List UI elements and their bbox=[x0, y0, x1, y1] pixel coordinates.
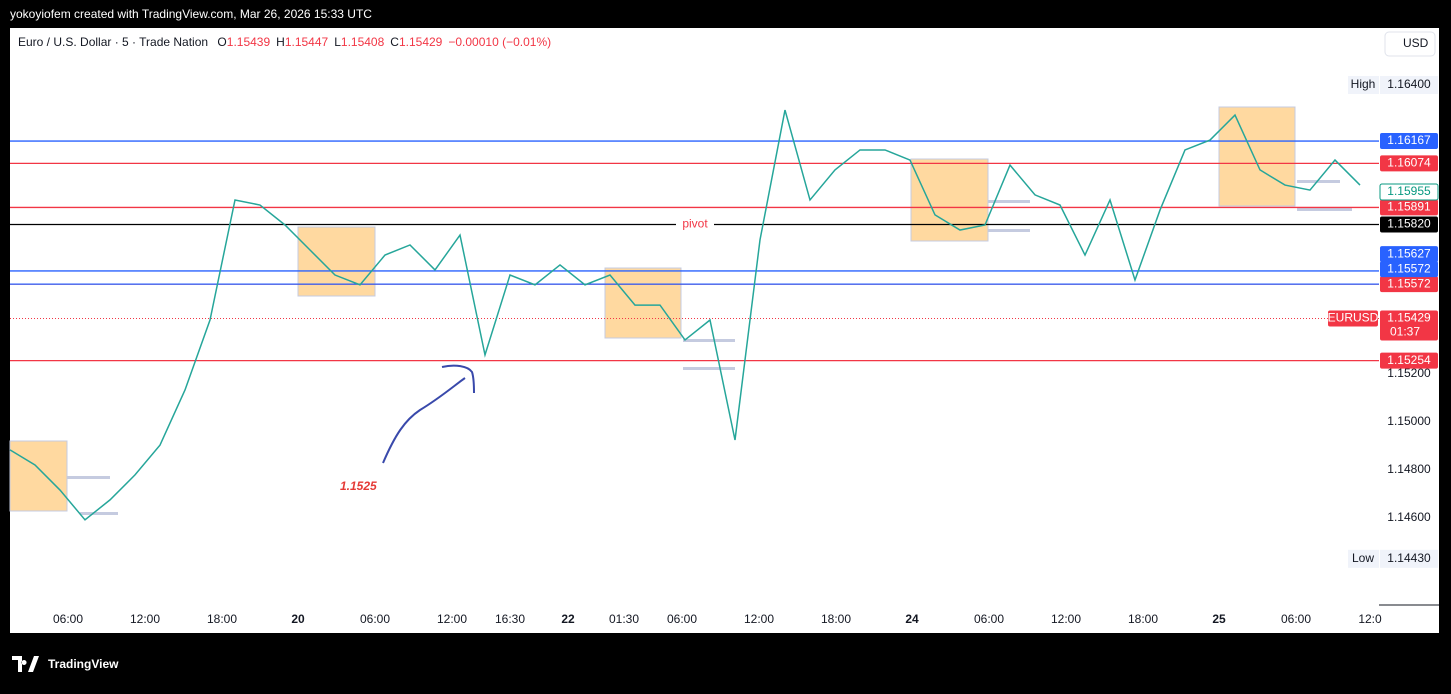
x-tick-label: 06:00 bbox=[360, 612, 390, 626]
currency-button[interactable] bbox=[1384, 31, 1436, 57]
level-label-bg bbox=[1380, 199, 1438, 216]
low-label: 1.14430 bbox=[1387, 551, 1431, 565]
x-tick-label: 20 bbox=[291, 612, 305, 626]
currency[interactable]: USD bbox=[1403, 36, 1429, 50]
ohlc-key: H bbox=[276, 35, 285, 49]
level-label: 1.15820 bbox=[1387, 217, 1431, 231]
level-text-bg bbox=[676, 216, 714, 233]
symbol-tag-bg bbox=[1328, 310, 1378, 327]
range-mark bbox=[988, 229, 1030, 232]
symbol: Euro / U.S. Dollar · 5 · Trade Nation bbox=[18, 35, 208, 49]
price-line bbox=[9, 109, 1361, 521]
level-label: 1.15572 bbox=[1387, 261, 1431, 275]
x-tick-label: 06:00 bbox=[1281, 612, 1311, 626]
x-tick-label: 24 bbox=[905, 612, 919, 626]
last-label-bg bbox=[1380, 310, 1438, 341]
x-tick-label: 12:00 bbox=[437, 612, 467, 626]
brand-logo bbox=[12, 656, 39, 672]
level-label: 1.15572 bbox=[1387, 276, 1431, 290]
level-label: 1.15627 bbox=[1387, 246, 1431, 260]
range-box bbox=[9, 440, 68, 512]
x-tick-label: 12:00 bbox=[744, 612, 774, 626]
ohlc-value: 1.15429 bbox=[399, 35, 443, 49]
x-tick-label: 12:00 bbox=[1051, 612, 1081, 626]
level-label: 1.16167 bbox=[1387, 133, 1431, 147]
range-box bbox=[297, 226, 376, 297]
last-label: 1.15429 bbox=[1387, 311, 1431, 325]
ohlc-key: C bbox=[390, 35, 399, 49]
range-mark bbox=[683, 339, 735, 342]
high-label-bg bbox=[1380, 76, 1438, 95]
marker-label: 1.15955 bbox=[1387, 184, 1431, 198]
marker-label-bg bbox=[1379, 183, 1439, 201]
x-tick-label: 06:00 bbox=[667, 612, 697, 626]
x-tick-label: 25 bbox=[1212, 612, 1226, 626]
countdown: 01:37 bbox=[1390, 325, 1420, 339]
low-label-bg bbox=[1380, 549, 1438, 568]
level-label-bg bbox=[1380, 216, 1438, 233]
high-tag-bg bbox=[1348, 76, 1379, 95]
range-box bbox=[604, 267, 682, 339]
high-tag: High bbox=[1351, 77, 1376, 91]
range-mark bbox=[80, 512, 118, 515]
annotation: 1.1525 bbox=[340, 479, 377, 493]
ohlc-value: 1.15447 bbox=[285, 35, 329, 49]
credit: yokoyiofem created with TradingView.com,… bbox=[10, 7, 372, 21]
x-tick-label: 18:00 bbox=[207, 612, 237, 626]
symbol-tag: EURUSD bbox=[1328, 311, 1379, 325]
range-mark bbox=[1297, 208, 1352, 211]
ohlc-value: 1.15439 bbox=[227, 35, 271, 49]
ohlc-key: O bbox=[217, 35, 226, 49]
level-label-bg bbox=[1380, 155, 1438, 172]
level-label-bg bbox=[1380, 246, 1438, 263]
y-tick-label: 1.14800 bbox=[1387, 462, 1431, 476]
x-tick-label: 18:00 bbox=[1128, 612, 1158, 626]
level-label-bg bbox=[1380, 276, 1438, 293]
brand: TradingView bbox=[48, 657, 119, 671]
range-mark bbox=[988, 200, 1030, 203]
x-tick-label: 16:30 bbox=[495, 612, 525, 626]
y-tick-label: 1.15200 bbox=[1387, 366, 1431, 380]
x-tick-label: 06:00 bbox=[974, 612, 1004, 626]
range-box bbox=[1218, 106, 1296, 207]
x-tick-label: 22 bbox=[561, 612, 575, 626]
x-tick-label: 12:0 bbox=[1358, 612, 1382, 626]
logo-icon bbox=[12, 656, 39, 672]
range-mark bbox=[67, 476, 110, 479]
y-tick-label: 1.15000 bbox=[1387, 414, 1431, 428]
hand-drawn-arrow bbox=[382, 364, 475, 464]
x-tick-label: 01:30 bbox=[609, 612, 639, 626]
level-label: 1.16074 bbox=[1387, 156, 1431, 170]
range-box bbox=[910, 158, 989, 242]
y-tick-label: 1.14600 bbox=[1387, 510, 1431, 524]
x-tick-label: 12:00 bbox=[130, 612, 160, 626]
range-mark bbox=[1297, 180, 1340, 183]
symbol-legend: Euro / U.S. Dollar · 5 · Trade Nation O1… bbox=[18, 35, 551, 49]
x-tick-label: 18:00 bbox=[821, 612, 851, 626]
high-label: 1.16400 bbox=[1387, 77, 1431, 91]
chart-panel bbox=[10, 28, 1439, 633]
level-label: 1.15254 bbox=[1387, 353, 1431, 367]
change: −0.00010 (−0.01%) bbox=[448, 35, 551, 49]
level-text: pivot bbox=[682, 217, 708, 231]
ohlc-value: 1.15408 bbox=[341, 35, 385, 49]
range-mark bbox=[683, 367, 735, 370]
x-tick-label: 06:00 bbox=[53, 612, 83, 626]
level-label: 1.15891 bbox=[1387, 200, 1431, 214]
low-tag: Low bbox=[1352, 551, 1374, 565]
low-tag-bg bbox=[1348, 549, 1379, 568]
level-label-bg bbox=[1380, 352, 1438, 369]
ohlc-key: L bbox=[334, 35, 341, 49]
level-label-bg bbox=[1380, 261, 1438, 278]
level-label-bg bbox=[1380, 133, 1438, 150]
